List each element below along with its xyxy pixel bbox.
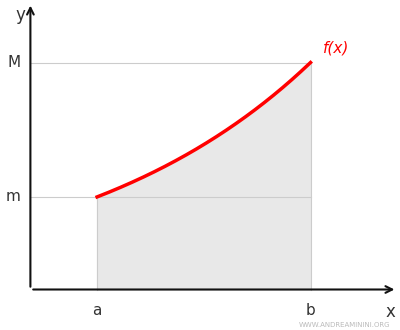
Text: WWW.ANDREAMININI.ORG: WWW.ANDREAMININI.ORG bbox=[298, 322, 390, 328]
Text: x: x bbox=[386, 303, 396, 321]
Text: f(x): f(x) bbox=[322, 40, 349, 55]
Text: a: a bbox=[92, 303, 102, 318]
Text: m: m bbox=[6, 189, 20, 204]
Text: M: M bbox=[7, 55, 20, 70]
Text: b: b bbox=[306, 303, 315, 318]
Text: y: y bbox=[16, 6, 25, 24]
